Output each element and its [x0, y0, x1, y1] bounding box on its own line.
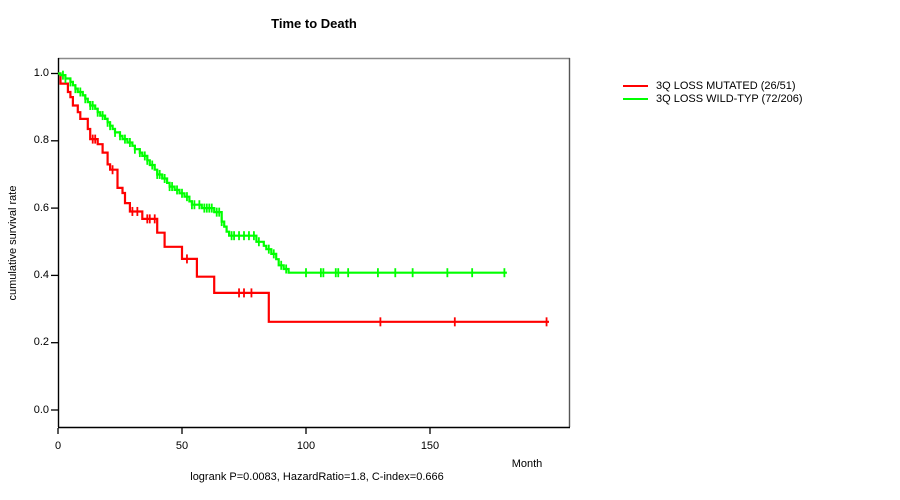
- y-tick-label: 0.4: [33, 268, 49, 281]
- survival-curves: [58, 72, 549, 323]
- y-tick-label: 0.6: [33, 201, 49, 214]
- y-tick-label: 1.0: [33, 67, 49, 79]
- survival-curve: [58, 72, 549, 323]
- x-tick-label: 100: [296, 440, 316, 452]
- y-tick-label: 0.2: [33, 336, 49, 349]
- chart-title: Time to Death: [271, 16, 357, 31]
- legend-label-wildtype: 3Q LOSS WILD-TYP (72/206): [656, 92, 803, 105]
- x-tick-label: 0: [54, 440, 62, 452]
- y-tick-label: 0.8: [33, 134, 49, 147]
- survival-curve: [58, 72, 507, 274]
- x-tick-label: 150: [420, 440, 440, 452]
- legend-item-wildtype: 3Q LOSS WILD-TYP (72/206): [623, 93, 803, 106]
- legend: 3Q LOSS MUTATED (26/51) 3Q LOSS WILD-TYP…: [623, 80, 803, 105]
- legend-label-mutated: 3Q LOSS MUTATED (26/51): [656, 80, 796, 93]
- x-axis-title: Month: [511, 458, 543, 470]
- censor-marks: [62, 70, 548, 327]
- legend-item-mutated: 3Q LOSS MUTATED (26/51): [623, 80, 803, 93]
- x-tick-label: 50: [175, 440, 189, 452]
- y-tick-label: 0.0: [33, 403, 49, 416]
- legend-line-green-icon: [623, 97, 648, 100]
- stats-annotation: logrank P=0.0083, HazardRatio=1.8, C-ind…: [190, 471, 444, 483]
- plot-frame: [57, 57, 571, 429]
- legend-line-red-icon: [623, 85, 648, 88]
- axis-ticks: [51, 72, 431, 434]
